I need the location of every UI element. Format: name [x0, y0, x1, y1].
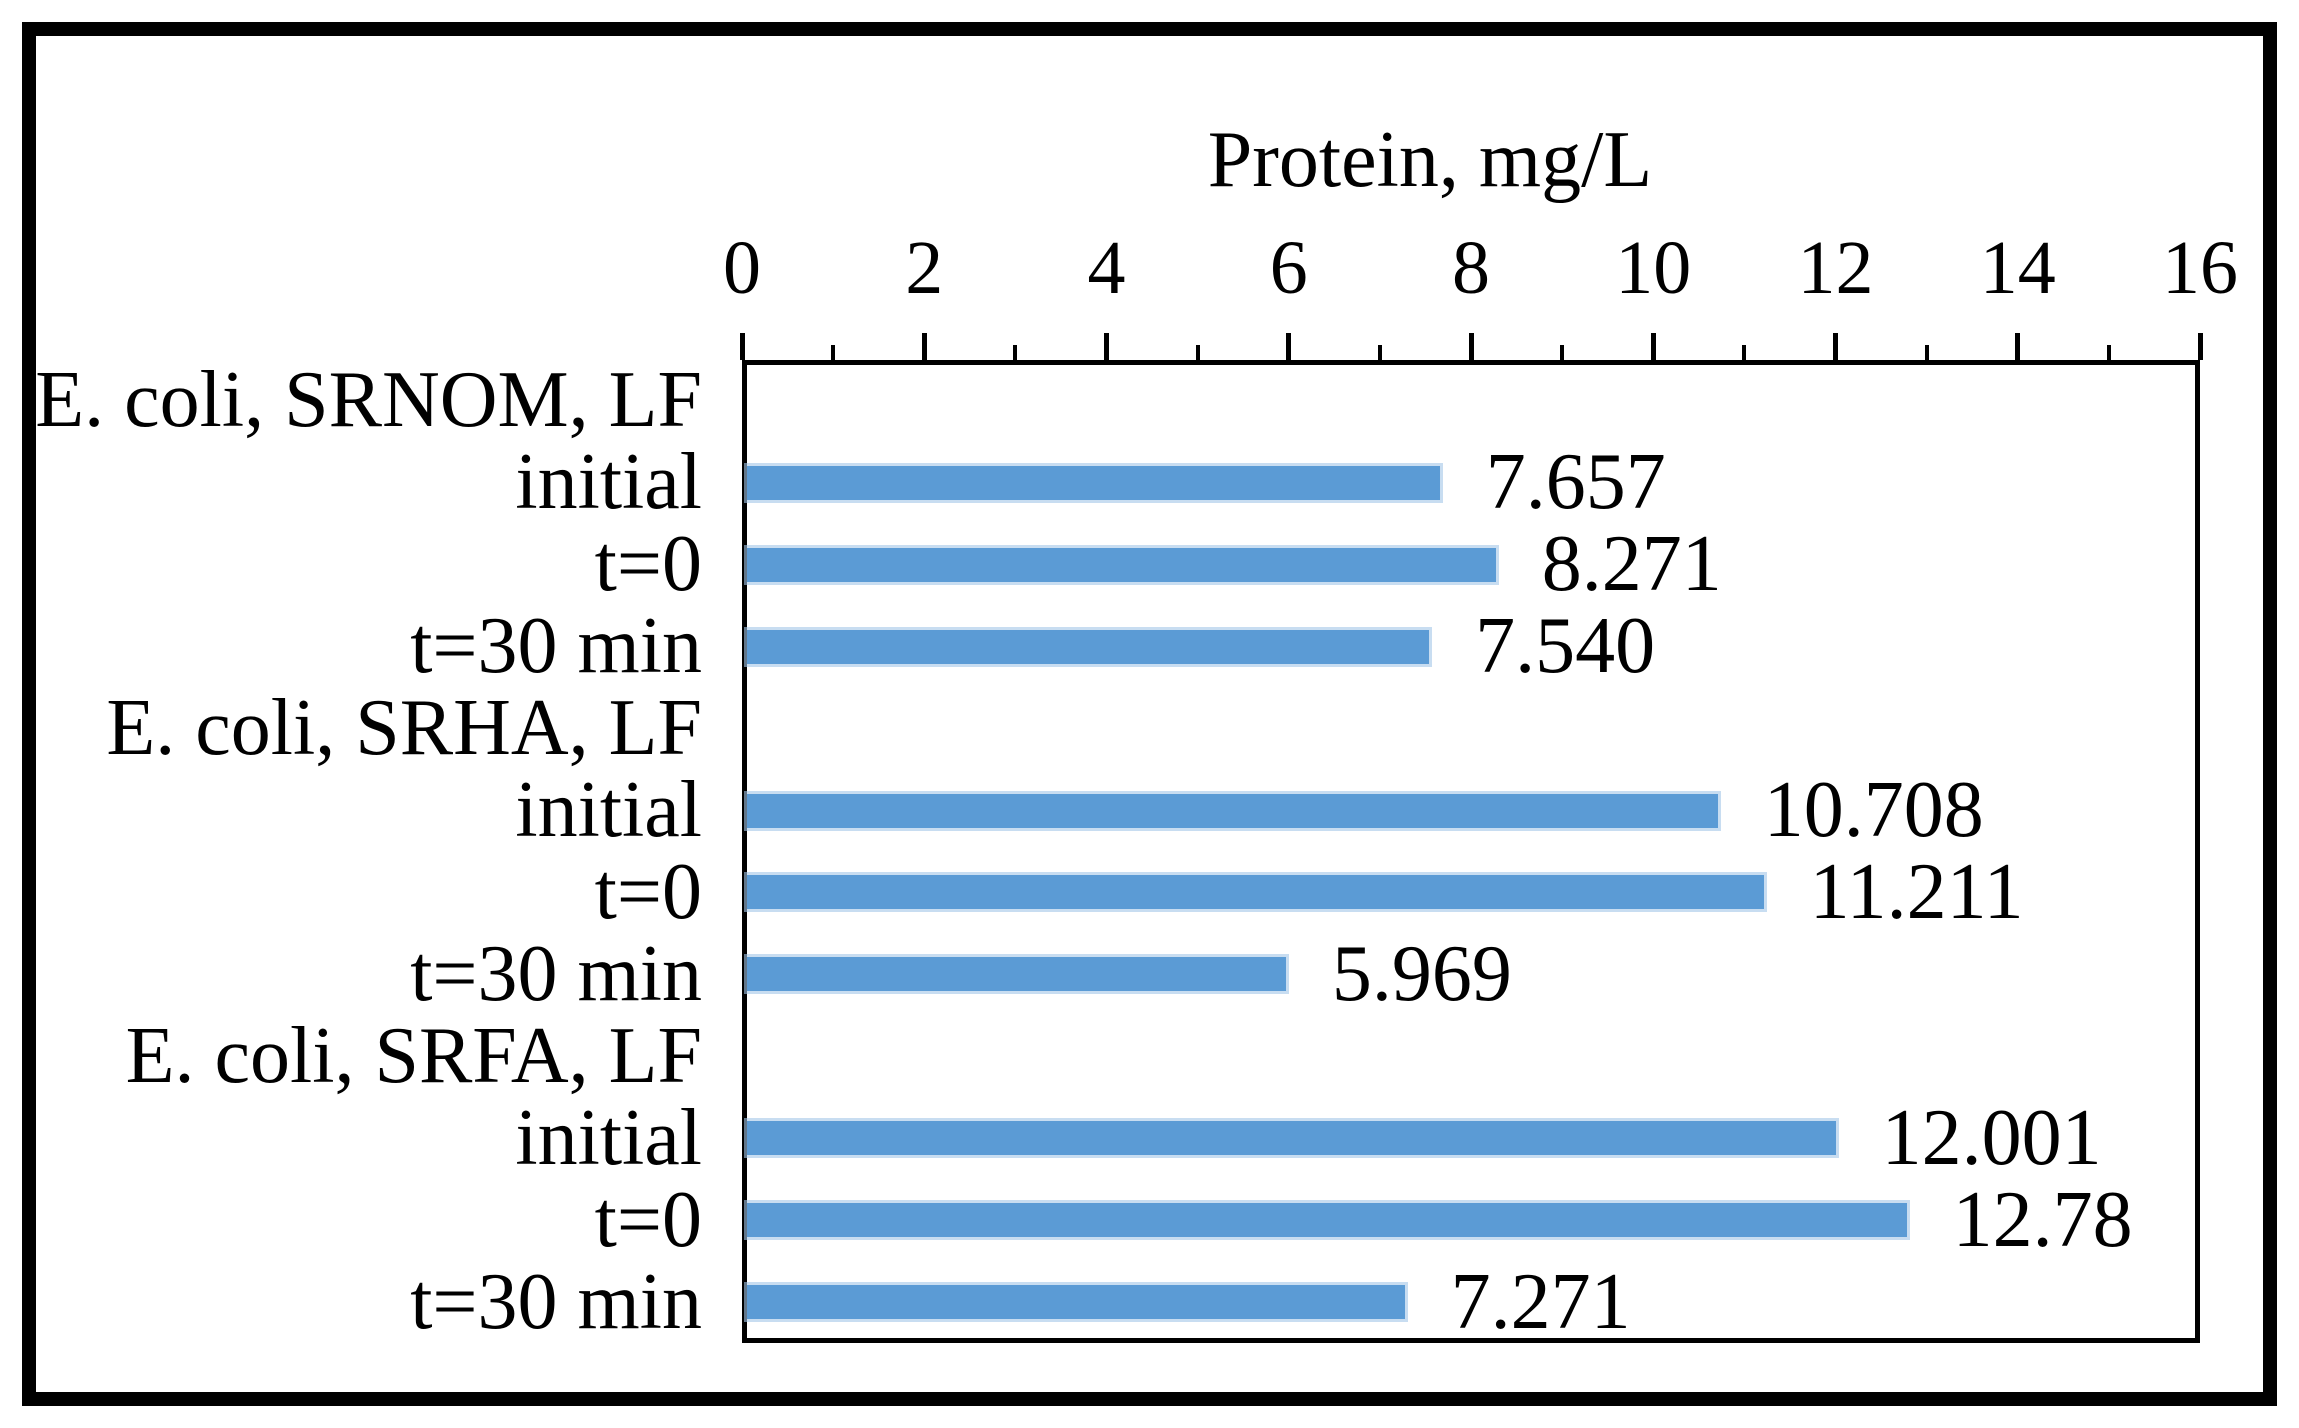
category-label: E. coli, SRFA, LF — [125, 1011, 702, 1100]
x-axis-tick-label: 12 — [1797, 226, 1874, 310]
x-axis-major-tick — [2015, 333, 2021, 360]
x-axis-minor-tick — [1195, 345, 1200, 360]
x-axis-tick-label: 8 — [1452, 226, 1490, 310]
category-label: t=30 min — [410, 602, 702, 691]
bar-value-label: 8.271 — [1541, 520, 1722, 609]
category-label: t=0 — [594, 520, 702, 609]
bar — [747, 875, 1764, 910]
bar — [747, 1203, 1907, 1238]
x-axis-major-tick — [739, 333, 745, 360]
x-axis-minor-tick — [1013, 345, 1018, 360]
x-axis-minor-tick — [1377, 345, 1382, 360]
plot-area — [742, 360, 2200, 1343]
bar — [747, 629, 1430, 664]
figure-border — [22, 22, 2277, 1406]
x-axis-minor-tick — [2106, 345, 2111, 360]
bar — [747, 1121, 1836, 1156]
x-axis-major-tick — [921, 333, 927, 360]
x-axis-minor-tick — [1560, 345, 1565, 360]
x-axis-minor-tick — [1924, 345, 1929, 360]
x-axis-major-tick — [1650, 333, 1656, 360]
bar-value-label: 7.657 — [1485, 438, 1666, 527]
category-label: E. coli, SRNOM, LF — [35, 356, 702, 445]
x-axis-minor-tick — [831, 345, 836, 360]
bar-value-label: 12.78 — [1952, 1175, 2133, 1264]
bar — [747, 547, 1496, 582]
bar-value-label: 5.969 — [1331, 929, 1512, 1018]
x-axis-major-tick — [1468, 333, 1474, 360]
category-label: initial — [515, 1093, 702, 1182]
category-label: t=0 — [594, 847, 702, 936]
bar — [747, 465, 1440, 500]
x-axis-tick-label: 2 — [905, 226, 944, 310]
x-axis-tick-label: 10 — [1615, 226, 1692, 310]
x-axis-major-tick — [1104, 333, 1109, 360]
bar-value-label: 12.001 — [1881, 1093, 2102, 1182]
x-axis-tick-label: 4 — [1087, 226, 1126, 310]
bar-value-label: 10.708 — [1763, 766, 1984, 855]
category-label: E. coli, SRHA, LF — [106, 684, 702, 773]
category-label: initial — [515, 766, 702, 855]
x-axis-major-tick — [1833, 333, 1838, 360]
category-label: t=30 min — [410, 1257, 702, 1346]
bar — [747, 1285, 1405, 1320]
x-axis-major-tick — [2197, 333, 2203, 360]
category-label: initial — [515, 438, 702, 527]
x-axis-minor-tick — [1742, 345, 1747, 360]
category-label: t=0 — [594, 1175, 702, 1264]
x-axis-tick-label: 16 — [2162, 226, 2238, 310]
chart-title: Protein, mg/L — [1207, 115, 1653, 204]
bar-value-label: 7.540 — [1475, 602, 1656, 691]
bar — [747, 793, 1718, 828]
category-label: t=30 min — [410, 929, 702, 1018]
x-axis-tick-label: 14 — [1979, 226, 2056, 310]
x-axis-tick-label: 0 — [723, 226, 761, 310]
bar-value-label: 7.271 — [1450, 1257, 1631, 1346]
bar-value-label: 11.211 — [1809, 847, 2024, 936]
x-axis-major-tick — [1286, 333, 1292, 360]
bar — [747, 957, 1286, 992]
x-axis-tick-label: 6 — [1269, 226, 1308, 310]
